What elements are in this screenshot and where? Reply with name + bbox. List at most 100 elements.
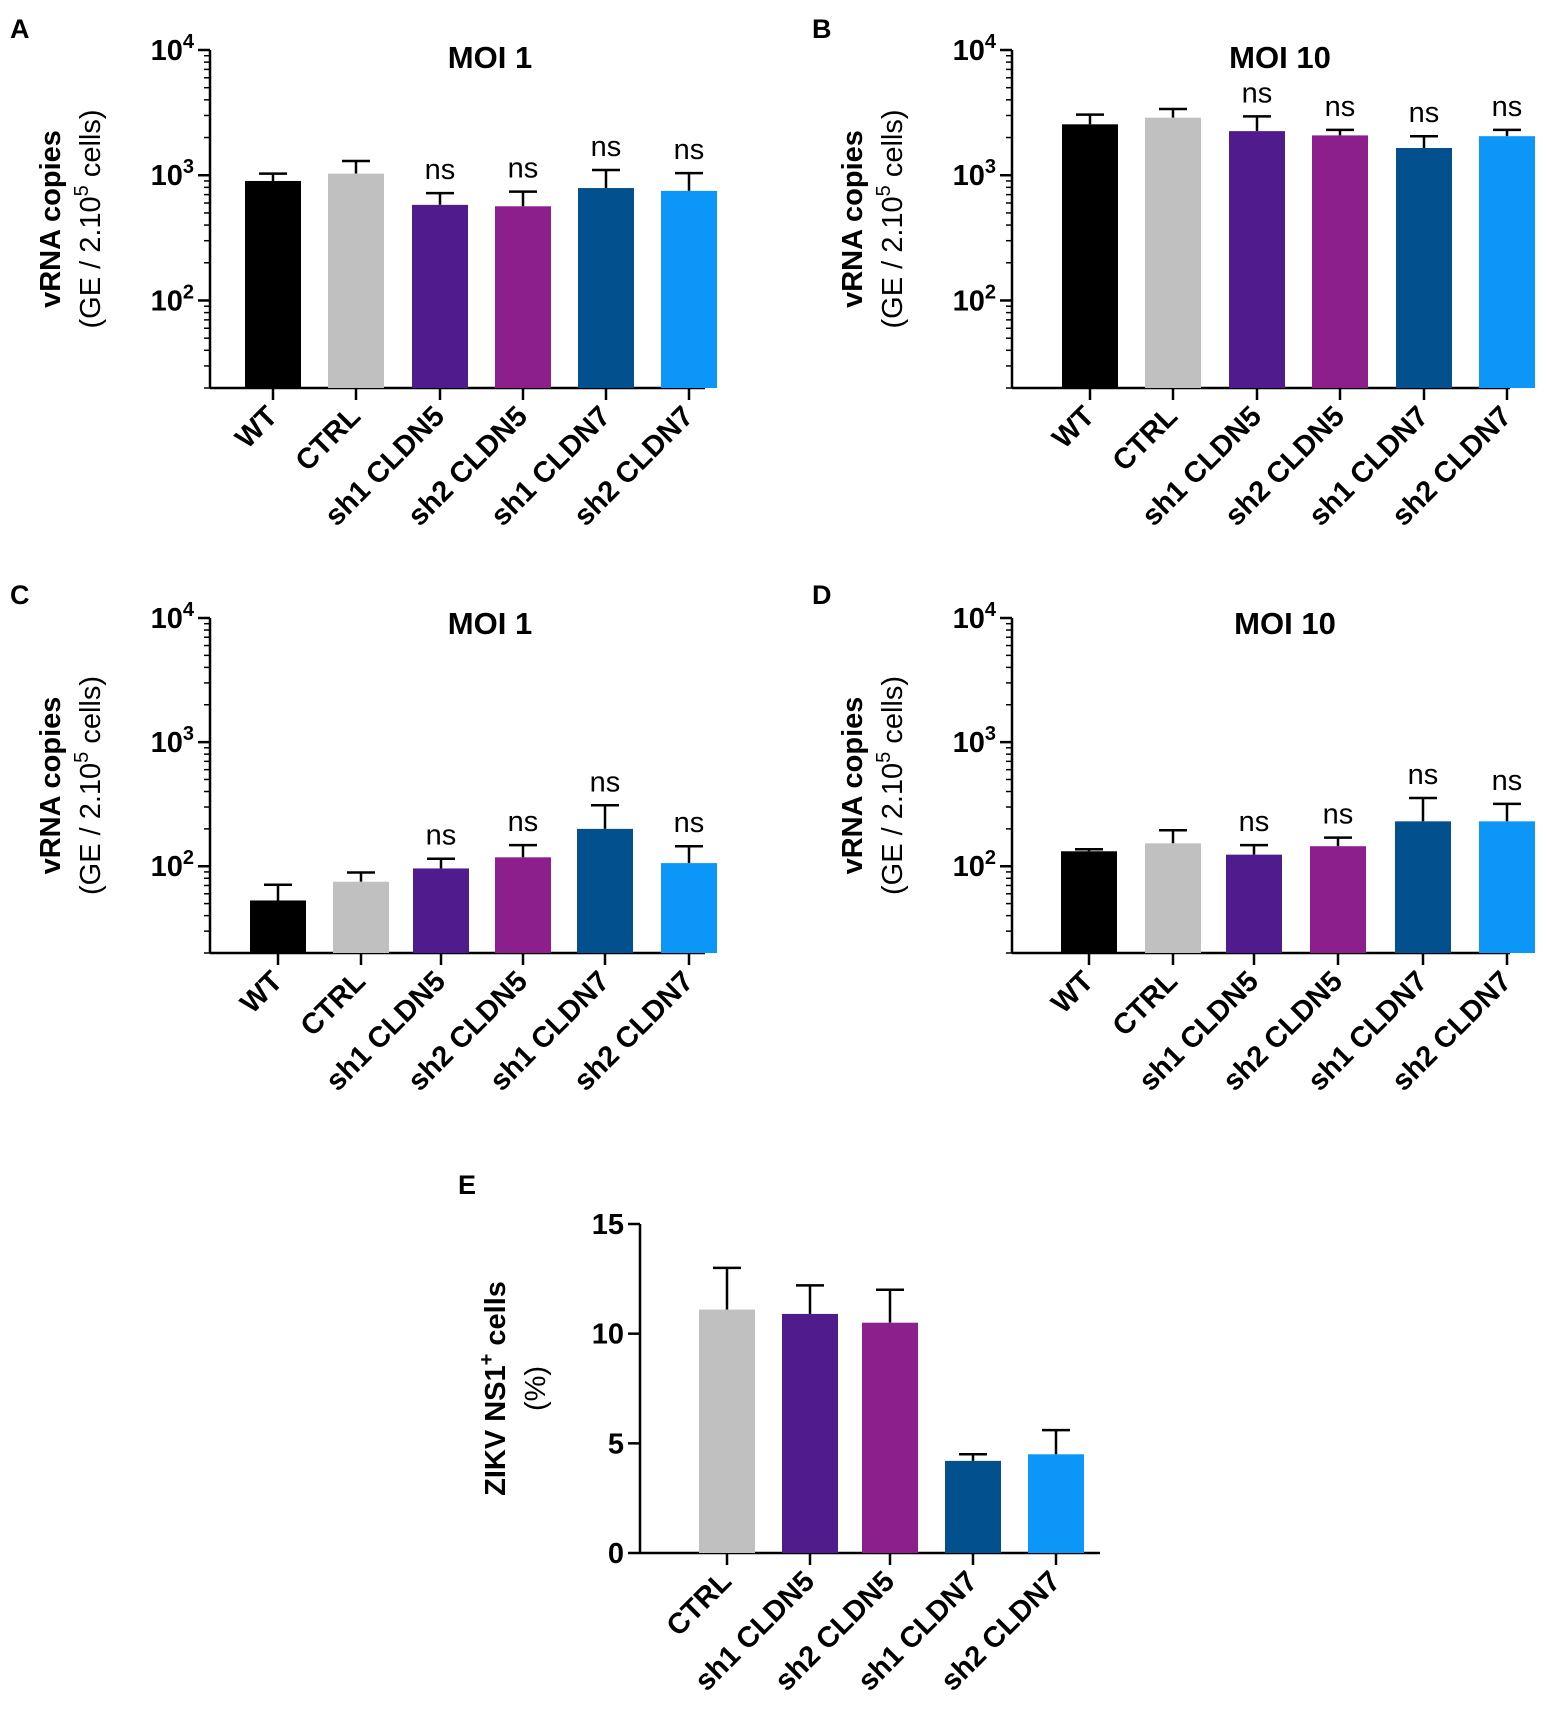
chart-title: MOI 1 [448,40,532,75]
y-axis-unit-sup: 5 [71,185,93,196]
y-tick-label: 104 [953,31,997,67]
y-tick-label: 104 [151,599,195,635]
bar-ctrl [328,173,384,388]
y-axis-label: vRNA copies [837,130,869,308]
y-axis-label: ZIKV NS1+ cells [476,1281,512,1496]
x-tick-label: CTRL [295,965,372,1042]
bar-sh1-cldn5 [782,1313,838,1553]
bar-wt [1061,851,1117,953]
tick-base: 10 [953,285,985,317]
bar-sh1-cldn5 [1226,854,1282,953]
y-axis-unit-text: (GE / 2.10 [75,196,107,328]
y-axis-unit-text: (GE / 2.10 [877,196,909,328]
y-axis-label: vRNA copies [837,697,869,875]
y-axis-label-text: vRNA copies [837,697,869,875]
y-tick-label: 10 [592,1319,624,1351]
bar-sh1-cldn5 [412,204,468,388]
y-axis-unit-text: (GE / 2.10 [75,763,107,895]
significance-label: ns [1239,806,1270,838]
bar-sh1-cldn7 [577,828,633,953]
y-tick-label: 103 [953,156,996,192]
tick-exponent: 3 [985,156,996,178]
bar-sh2-cldn5 [862,1322,918,1553]
significance-label: ns [1492,765,1523,797]
tick-exponent: 2 [985,281,996,303]
bar-sh2-cldn7 [1479,136,1535,388]
x-tick-label: WT [1046,400,1101,455]
bar-sh2-cldn5 [1312,135,1368,388]
x-tick-label: CTRL [290,400,367,477]
tick-base: 10 [151,603,183,635]
tick-base: 10 [953,851,985,883]
y-axis-unit-sup: 5 [873,752,895,763]
y-axis-label-text: ZIKV NS1 [480,1365,512,1496]
significance-label: ns [1323,799,1354,831]
significance-label: ns [1492,91,1523,123]
x-tick-label: WT [1045,965,1100,1020]
y-tick-label: 104 [151,31,195,67]
y-tick-label: 0 [608,1538,624,1570]
significance-label: ns [590,766,621,798]
bar-ctrl [1145,117,1201,389]
bar-sh2-cldn7 [1479,821,1535,953]
tick-base: 10 [151,285,183,317]
bar-ctrl [333,881,389,953]
panel-letter: D [812,580,832,610]
significance-label: ns [1325,91,1356,123]
bar-sh2-cldn7 [661,190,717,388]
panel-letter: A [10,14,30,44]
bar-ctrl [699,1309,755,1553]
y-tick-label: 104 [953,599,997,635]
bar-sh2-cldn5 [1310,846,1366,953]
y-axis-label-sup: + [476,1354,498,1366]
y-axis-unit-label: (%) [520,1366,552,1411]
panel-letter: B [812,14,832,44]
tick-base: 10 [151,160,183,192]
tick-exponent: 2 [183,281,194,303]
x-tick-label: CTRL [1107,965,1184,1042]
bar-sh2-cldn7 [1028,1454,1084,1553]
significance-label: ns [674,134,705,166]
significance-label: ns [591,131,622,163]
y-axis-unit-end: cells) [75,676,107,752]
tick-base: 10 [953,160,985,192]
y-axis-label-text: vRNA copies [35,697,67,875]
tick-exponent: 4 [985,599,997,621]
y-tick-label: 5 [608,1428,624,1460]
chart-title: MOI 10 [1229,40,1331,75]
bar-sh1-cldn5 [1229,131,1285,388]
x-tick-label: CTRL [1107,400,1184,477]
y-axis-unit-label: (GE / 2.105 cells) [71,676,107,895]
y-tick-label: 103 [953,723,996,759]
chart-title: MOI 1 [448,606,532,641]
tick-base: 10 [151,35,183,67]
bar-sh1-cldn7 [1396,147,1452,388]
bar-sh2-cldn5 [495,857,551,953]
x-tick-label: CTRL [661,1565,738,1642]
y-axis-label-text: vRNA copies [35,130,67,308]
y-tick-label: 103 [151,723,194,759]
tick-base: 10 [953,35,985,67]
tick-exponent: 4 [183,599,195,621]
y-axis-unit-label: (GE / 2.105 cells) [873,676,909,895]
significance-label: ns [674,807,705,839]
y-axis-unit-sup: 5 [873,185,895,196]
significance-label: ns [508,153,539,185]
panel-letter: C [10,580,30,610]
y-axis-unit-end: cells) [877,676,909,752]
significance-label: ns [426,820,457,852]
significance-label: ns [425,154,456,186]
y-tick-label: 102 [151,281,194,317]
x-tick-label: WT [229,400,284,455]
bar-sh1-cldn5 [413,868,469,953]
y-tick-label: 102 [953,281,996,317]
tick-exponent: 3 [183,156,194,178]
bar-sh2-cldn5 [495,206,551,388]
bar-sh1-cldn7 [578,188,634,388]
y-axis-label-end: cells [480,1281,512,1354]
y-axis-unit-sup: 5 [71,752,93,763]
